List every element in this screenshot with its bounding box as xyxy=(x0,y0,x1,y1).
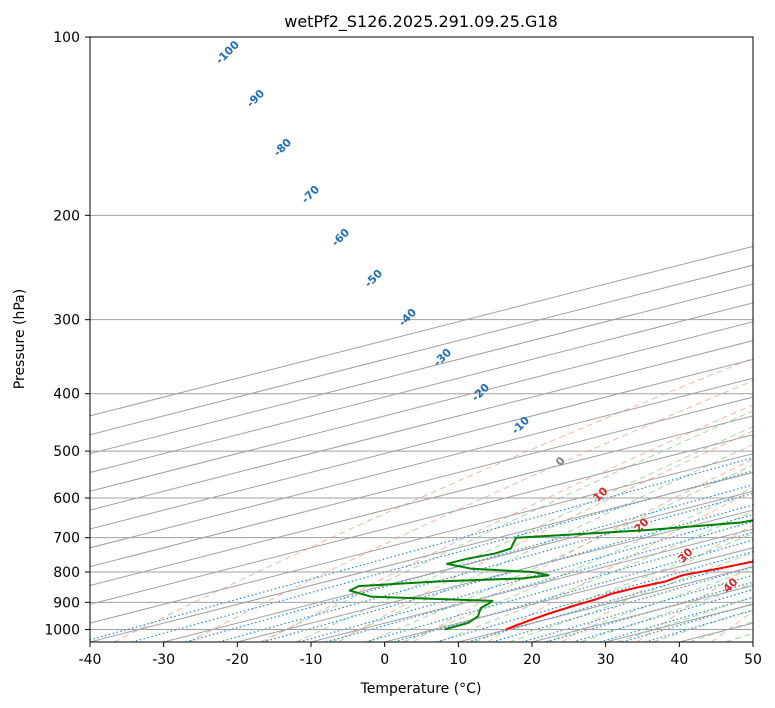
mixing-ratio-line xyxy=(325,521,753,642)
x-tick-label: 10 xyxy=(449,652,467,668)
moist-adiabat-line xyxy=(403,487,753,642)
y-tick-label: 900 xyxy=(53,595,80,611)
dry-adiabat-line xyxy=(412,458,753,642)
profiles xyxy=(348,519,753,631)
x-tick-label: 0 xyxy=(380,652,389,668)
x-tick-label: 40 xyxy=(670,652,688,668)
moist-adiabat-line xyxy=(509,552,753,642)
isotherm-line xyxy=(90,321,753,492)
y-tick-label: 400 xyxy=(53,387,80,403)
moist-adiabat-line xyxy=(473,532,753,642)
x-tick-label: -20 xyxy=(226,652,249,668)
x-axis-label: Temperature (°C) xyxy=(360,681,482,697)
dry-adiabats xyxy=(113,357,753,642)
isotherm-line xyxy=(163,490,753,642)
moist-adiabat-line xyxy=(438,510,753,642)
y-tick-label: 200 xyxy=(53,208,80,224)
adiabat-label: 10 xyxy=(591,484,611,504)
isotherm-line xyxy=(679,622,753,642)
y-tick-label: 800 xyxy=(53,565,80,581)
isotherm-line xyxy=(90,471,753,642)
moist-adiabat-line xyxy=(762,37,775,642)
adiabat-label: -80 xyxy=(271,136,294,159)
x-tick-label: 50 xyxy=(744,652,762,668)
dry-adiabat-line xyxy=(636,564,753,642)
dry-adiabat-line xyxy=(487,489,753,642)
isotherm-line xyxy=(90,283,753,455)
isotherm-line xyxy=(90,453,753,624)
mixing-ratio-line xyxy=(436,550,753,642)
isotherm-line xyxy=(237,509,753,642)
isotherm-line xyxy=(90,377,753,549)
mixing-ratio-line xyxy=(492,566,753,642)
y-tick-label: 100 xyxy=(53,30,80,46)
x-tick-label: -30 xyxy=(152,652,175,668)
isotherm-line xyxy=(310,528,753,642)
y-tick-label: 500 xyxy=(53,444,80,460)
x-tick-label: 20 xyxy=(523,652,541,668)
isotherm-line xyxy=(90,396,753,568)
mixing-ratio-line xyxy=(90,457,753,641)
moist-adiabat-line xyxy=(616,596,753,642)
moist-adiabat-line xyxy=(725,632,753,642)
adiabat-label: -50 xyxy=(362,267,385,290)
dry-adiabat-line xyxy=(188,380,753,642)
adiabat-label: -100 xyxy=(213,38,242,67)
y-tick-label: 300 xyxy=(53,313,80,329)
isotherm-line xyxy=(90,264,753,436)
isotherm-line xyxy=(90,245,753,417)
dry-adiabat-line xyxy=(113,357,753,642)
line-labels: 0.10.20.40.611.52346810131620253036-100-… xyxy=(213,38,741,596)
y-tick-label: 700 xyxy=(53,531,80,547)
mixing-ratio-line xyxy=(185,484,753,642)
isotherm-line xyxy=(90,302,753,473)
y-tick-label: 1000 xyxy=(44,622,80,638)
mixing-ratio-line xyxy=(218,492,753,642)
moist-adiabat-line xyxy=(331,443,753,642)
chart-title: wetPf2_S126.2025.291.09.25.G18 xyxy=(284,12,558,32)
y-axis-ticks: 100 200 300 400 500 600 700 800 900 1000 xyxy=(44,30,90,638)
mixing-ratio-line xyxy=(262,504,753,642)
mixing-ratio-line xyxy=(299,513,753,642)
dry-adiabat-line xyxy=(337,430,753,642)
x-tick-label: 30 xyxy=(597,652,615,668)
isotherm-line xyxy=(90,434,753,605)
dry-adiabat-line xyxy=(562,524,753,642)
x-tick-label: -40 xyxy=(79,652,102,668)
adiabat-label: -90 xyxy=(244,87,267,110)
isotherm-line xyxy=(90,415,753,586)
adiabat-label: -70 xyxy=(299,183,322,206)
pressure-gridlines xyxy=(90,37,753,630)
plot-frame xyxy=(89,36,754,643)
isotherm-line xyxy=(752,641,753,642)
mixing-ratio-line xyxy=(645,609,753,642)
plot-area: 0.10.20.40.611.52346810131620253036-100-… xyxy=(90,37,775,642)
moist-adiabat-line xyxy=(296,426,753,642)
y-tick-label: 600 xyxy=(53,491,80,507)
dry-adiabat-line xyxy=(711,610,753,642)
adiabat-label: -20 xyxy=(469,381,492,404)
y-axis-label: Pressure (hPa) xyxy=(12,289,28,389)
adiabat-label: -40 xyxy=(396,306,419,329)
moist-adiabat-line xyxy=(259,410,753,642)
isotherms xyxy=(90,245,753,642)
dewpoint-profile xyxy=(348,519,753,631)
mixing-ratio-line xyxy=(131,470,753,642)
mixing-ratio-line xyxy=(365,531,753,642)
moist-adiabat-line xyxy=(689,621,753,642)
mixing-ratio-line xyxy=(572,588,753,642)
x-tick-label: -10 xyxy=(300,652,323,668)
mixing-ratio-line xyxy=(394,539,753,642)
temperature-profile xyxy=(505,560,753,631)
adiabat-label: -60 xyxy=(329,226,352,249)
x-axis-ticks: -40 -30 -20 -10 0 10 20 30 40 50 xyxy=(79,642,762,668)
